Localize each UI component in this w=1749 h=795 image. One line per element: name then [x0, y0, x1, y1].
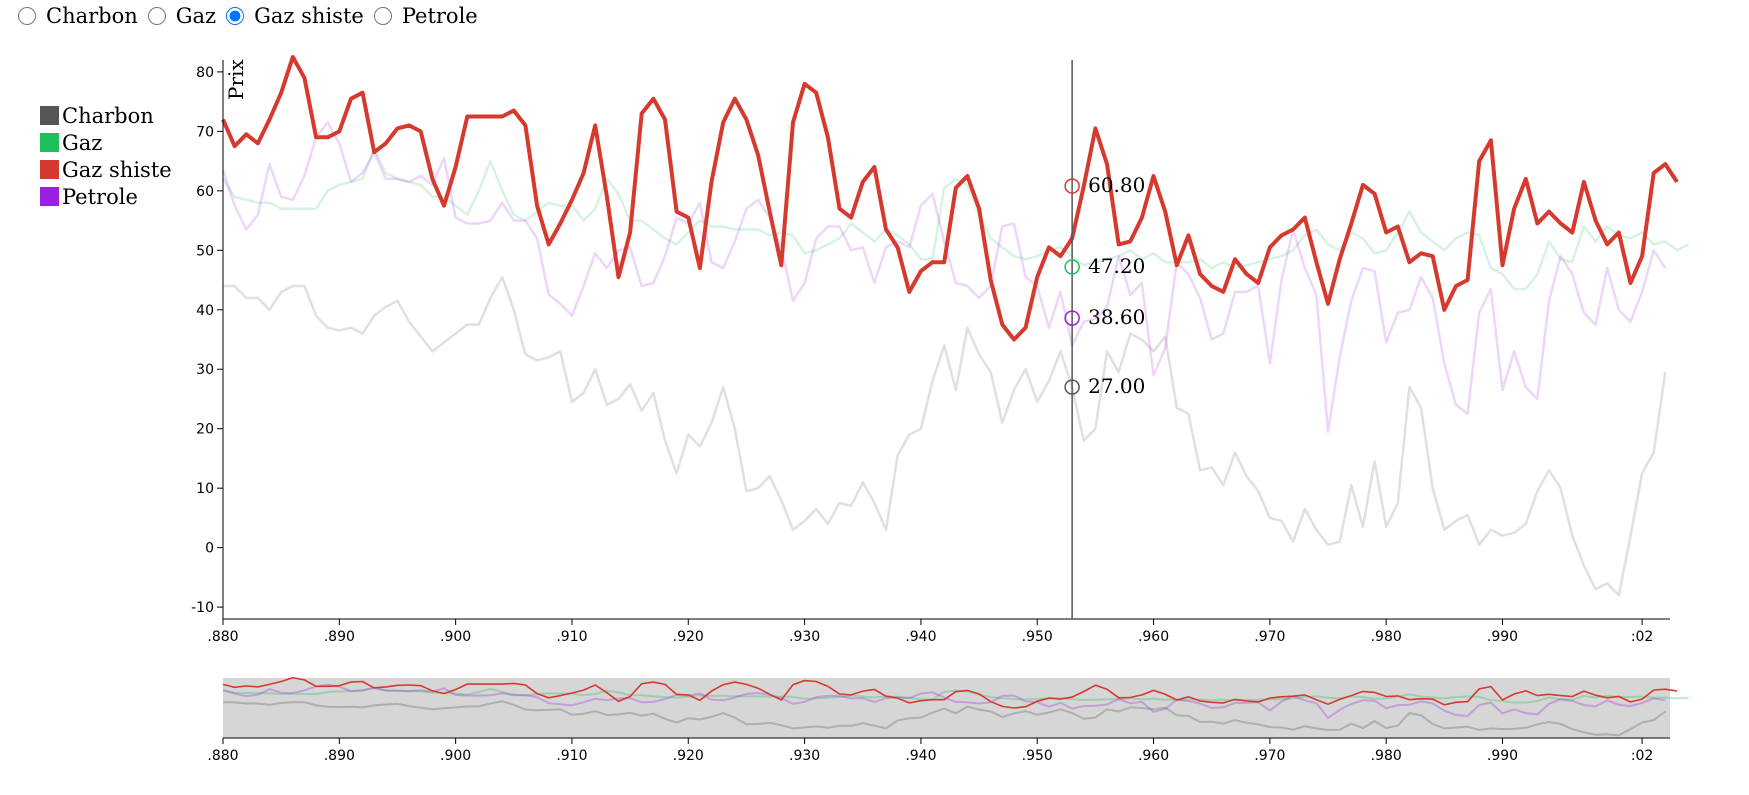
- brush-x-tick-label: .880: [207, 748, 238, 764]
- x-tick-label: :02: [1631, 629, 1654, 645]
- brush-x-tick-label: .920: [673, 748, 704, 764]
- x-tick-label: .980: [1371, 629, 1402, 645]
- x-tick-label: .890: [324, 629, 355, 645]
- radio-charbon[interactable]: [18, 7, 36, 25]
- legend-swatch: [40, 187, 59, 206]
- legend-swatch: [40, 160, 59, 179]
- y-axis: -10 0 10 20 30 40 50 60 70 80: [191, 60, 224, 619]
- legend-item-charbon: Charbon: [40, 102, 172, 129]
- brush-x-tick-label: .930: [789, 748, 820, 764]
- radio-option-gaz[interactable]: Gaz: [147, 4, 217, 28]
- y-tick-label: 20: [196, 422, 214, 438]
- y-tick-label: 10: [196, 481, 214, 497]
- legend-label: Petrole: [62, 184, 138, 209]
- y-tick-label: 40: [196, 303, 214, 319]
- brush-x-tick-label: :02: [1631, 748, 1654, 764]
- hover-point-petrole: [1064, 310, 1080, 326]
- brush-selection[interactable]: [223, 678, 1670, 738]
- radio-label: Charbon: [46, 4, 138, 28]
- series-line-petrole: [221, 121, 1667, 433]
- brush-x-tick-label: .970: [1254, 748, 1285, 764]
- brush-line-gaz: [222, 686, 1689, 704]
- legend-label: Gaz: [62, 130, 103, 155]
- x-tick-label: .880: [207, 629, 238, 645]
- radio-gaz-shiste[interactable]: [226, 7, 245, 25]
- brush-x-tick-label: .960: [1138, 748, 1169, 764]
- series-selector: Charbon Gaz Gaz shiste Petrole: [18, 2, 488, 30]
- brush-x-tick-label: .990: [1487, 748, 1518, 764]
- brush-x-tick-label: .950: [1022, 748, 1053, 764]
- radio-petrole[interactable]: [373, 7, 392, 25]
- y-tick-label: 60: [196, 184, 214, 200]
- x-tick-label: .940: [905, 629, 936, 645]
- x-tick-label: .950: [1022, 629, 1053, 645]
- brush-x-tick-label: .980: [1371, 748, 1402, 764]
- x-tick-label: .970: [1254, 629, 1285, 645]
- x-tick-label: .920: [673, 629, 704, 645]
- brush-x-tick-label: .890: [324, 748, 355, 764]
- x-tick-label: .910: [556, 629, 587, 645]
- radio-label: Gaz: [175, 4, 217, 28]
- hover-point-gaz-shiste: [1064, 178, 1080, 194]
- series-line-gaz: [221, 147, 1690, 291]
- brush-x-tick-label: .910: [556, 748, 587, 764]
- radio-label: Petrole: [401, 4, 478, 28]
- x-axis: .880 .890 .900 .910 .920 .930 .940 .950 .960 .970…: [207, 618, 1670, 645]
- brush-line-charbon: [223, 700, 1666, 737]
- x-tick-label: .990: [1487, 629, 1518, 645]
- brush-line-petrole: [222, 683, 1666, 720]
- y-tick-label: 30: [196, 362, 214, 378]
- hover-value-gaz: 47.20: [1088, 254, 1145, 278]
- radio-label: Gaz shiste: [254, 4, 364, 28]
- x-tick-label: .960: [1138, 629, 1169, 645]
- x-tick-label: .900: [440, 629, 471, 645]
- brush-x-tick-label: .900: [440, 748, 471, 764]
- brush-context-chart[interactable]: [222, 676, 1689, 738]
- hover-point-charbon: [1064, 379, 1080, 395]
- hover-point-gaz: [1064, 259, 1080, 275]
- legend-item-gaz: Gaz: [40, 129, 172, 156]
- hover-value-gaz-shiste: 60.80: [1088, 173, 1145, 197]
- radio-option-petrole[interactable]: Petrole: [373, 4, 478, 28]
- y-tick-label: 80: [196, 65, 214, 81]
- series-line-charbon: [223, 275, 1667, 597]
- radio-option-gaz-shiste[interactable]: Gaz shiste: [226, 4, 364, 28]
- radio-gaz[interactable]: [147, 7, 166, 25]
- x-tick-label: .930: [789, 629, 820, 645]
- legend: Charbon Gaz Gaz shiste Petrole: [40, 102, 172, 210]
- legend-label: Gaz shiste: [62, 157, 172, 182]
- hover-value-charbon: 27.00: [1088, 374, 1145, 398]
- brush-x-axis: .880 .890 .900 .910 .920 .930 .940 .950 .960 .970…: [207, 737, 1670, 764]
- main-plot: [221, 55, 1690, 597]
- legend-swatch: [40, 133, 59, 152]
- y-tick-label: 70: [196, 124, 214, 140]
- y-tick-label: -10: [191, 600, 214, 616]
- brush-x-tick-label: .940: [905, 748, 936, 764]
- hover-tooltip: 60.80 47.20 38.60 27.00: [1064, 60, 1145, 619]
- y-tick-label: 50: [196, 243, 214, 259]
- radio-option-charbon[interactable]: Charbon: [18, 4, 138, 28]
- brush-line-gaz-shiste: [222, 676, 1678, 709]
- series-line-gaz-shiste: [221, 55, 1679, 342]
- legend-item-petrole: Petrole: [40, 183, 172, 210]
- legend-label: Charbon: [62, 103, 154, 128]
- y-axis-label: Prix: [224, 59, 248, 100]
- legend-item-gaz-shiste: Gaz shiste: [40, 156, 172, 183]
- hover-value-petrole: 38.60: [1088, 305, 1145, 329]
- legend-swatch: [40, 106, 59, 125]
- y-tick-label: 0: [205, 541, 214, 557]
